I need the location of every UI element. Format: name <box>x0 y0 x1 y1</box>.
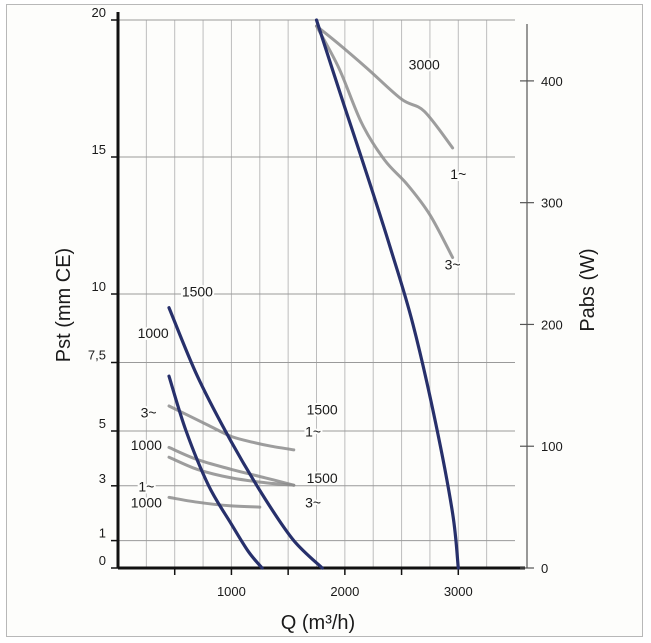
curve-label: 1~ <box>305 423 321 439</box>
x-tick-label: 2000 <box>330 584 359 599</box>
y-right-tick-label: 100 <box>541 439 563 454</box>
y-right-tick-label: 400 <box>541 74 563 89</box>
curve-label: 1000 <box>131 495 162 511</box>
curve-label: 1~ <box>450 166 466 182</box>
curve-label: 1000 <box>131 437 162 453</box>
curve-label: 1500 <box>182 284 213 300</box>
pressure-curve-line <box>167 306 324 570</box>
power-curve-line <box>167 455 296 487</box>
y-left-tick-label: 15 <box>92 142 106 157</box>
power-curve-line <box>315 24 455 150</box>
power-curve-line <box>167 404 296 452</box>
power-curve-line <box>167 495 262 509</box>
curve-label: 1500 <box>307 470 338 486</box>
curve-label: 3~ <box>305 495 321 511</box>
power-curve-line <box>167 445 296 487</box>
y-left-tick-label: 5 <box>99 416 106 431</box>
pressure-curve-line <box>167 374 264 570</box>
y-left-tick-label: 20 <box>92 5 106 20</box>
y-left-tick-label: 1 <box>99 526 106 541</box>
y-axis-title-left: Pst (mm CE) <box>53 248 75 362</box>
y-left-tick-label: 10 <box>92 279 106 294</box>
curve-label: 3000 <box>409 56 440 72</box>
y-right-tick-label: 200 <box>541 317 563 332</box>
pressure-curve-line <box>314 18 460 570</box>
y-axis-title-right: Pabs (W) <box>577 248 599 331</box>
x-axis-title: Q (m³/h) <box>281 612 355 634</box>
curve-label: 1500 <box>307 402 338 418</box>
x-tick-label: 3000 <box>444 584 473 599</box>
y-left-tick-label: 7,5 <box>88 348 106 363</box>
chart-frame <box>6 4 643 637</box>
curve-label: 1000 <box>138 325 169 341</box>
y-right-tick-label: 300 <box>541 196 563 211</box>
y-left-tick-label: 0 <box>99 553 106 568</box>
power-curve-line <box>315 24 455 259</box>
curve-label: 1~ <box>138 478 154 494</box>
curve-label: 3~ <box>445 256 461 272</box>
y-right-tick-label: 0 <box>541 561 548 576</box>
y-left-tick-label: 3 <box>99 471 106 486</box>
x-tick-label: 1000 <box>217 584 246 599</box>
curve-label: 3~ <box>141 404 157 420</box>
